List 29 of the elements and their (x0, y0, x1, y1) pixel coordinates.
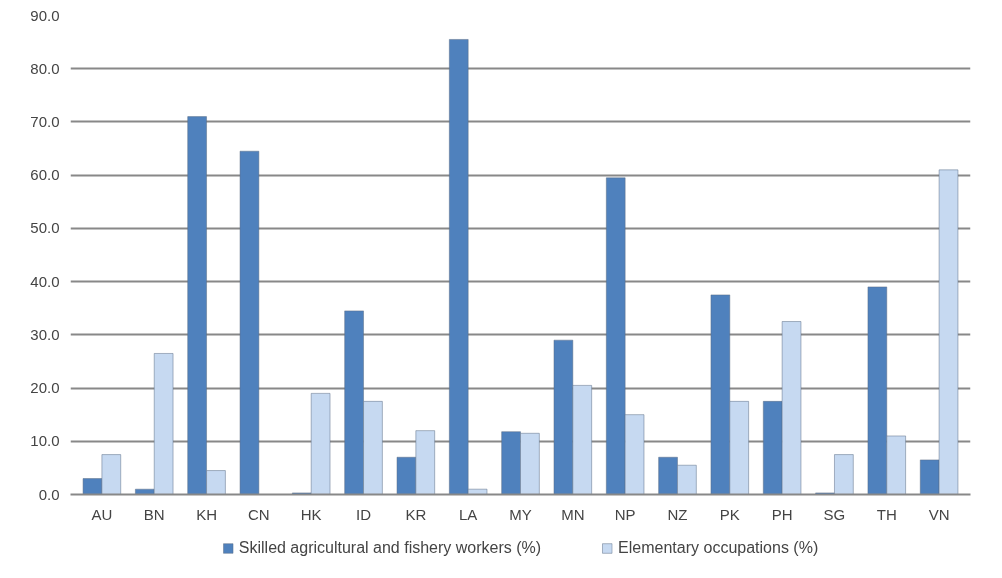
x-tick-label: AU (91, 505, 113, 523)
legend-label: Skilled agricultural and fishery workers (%) (238, 538, 542, 557)
x-tick-label: NZ (667, 505, 688, 523)
y-tick-label: 60.0 (30, 166, 60, 184)
x-tick-label: SG (823, 505, 846, 523)
y-tick-label: 70.0 (30, 112, 60, 130)
x-tick-label: KH (196, 505, 217, 523)
x-tick-label: MY (509, 505, 532, 523)
x-tick-label: PK (719, 505, 740, 523)
x-tick-label: TH (876, 505, 897, 523)
y-tick-label: 30.0 (30, 325, 60, 343)
x-tick-label: ID (356, 505, 372, 523)
y-tick-label: 50.0 (30, 219, 60, 237)
y-tick-label: 90.0 (30, 6, 60, 24)
y-tick-label: 20.0 (30, 379, 60, 397)
x-tick-label: NP (614, 505, 636, 523)
x-tick-label: BN (143, 505, 165, 523)
x-tick-label: PH (771, 505, 793, 523)
y-tick-label: 0.0 (38, 485, 60, 503)
y-tick-label: 40.0 (30, 272, 60, 290)
y-tick-label: 80.0 (30, 59, 60, 77)
x-tick-label: CN (248, 505, 270, 523)
y-tick-label: 10.0 (30, 432, 60, 450)
x-tick-label: HK (300, 505, 322, 523)
legend-label: Elementary occupations (%) (618, 538, 819, 557)
x-tick-label: VN (928, 505, 950, 523)
x-tick-label: KR (405, 505, 427, 523)
x-tick-label: MN (561, 505, 585, 523)
x-tick-label: LA (459, 505, 478, 523)
